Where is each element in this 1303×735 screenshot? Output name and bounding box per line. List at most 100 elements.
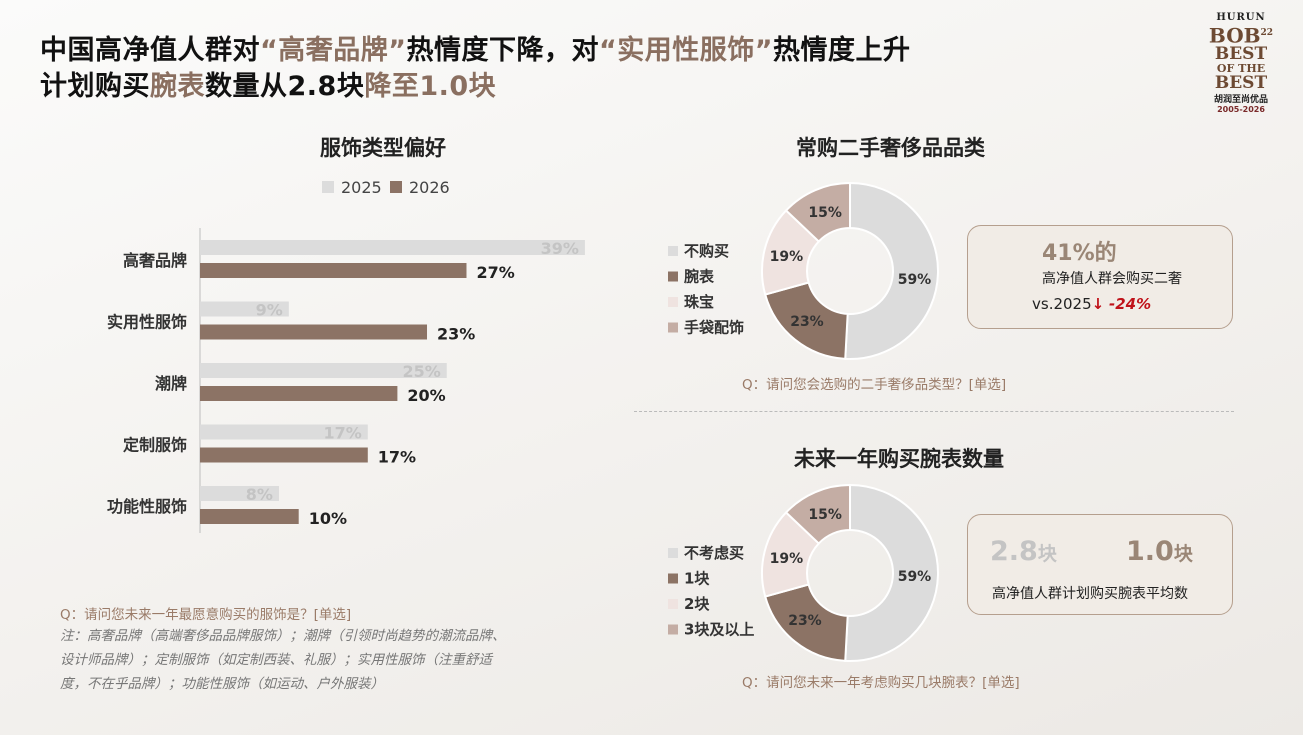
page-title-line-2: 计划购买腕表数量从2.8块降至1.0块: [40, 64, 496, 103]
callout2-to: 1.0块: [1126, 536, 1193, 567]
title-segment: 计划购买: [40, 71, 150, 102]
pie2-question: Q：请问您未来一年考虑购买几块腕表？[单选]: [742, 675, 1020, 691]
pie2-chart-title: 未来一年购买腕表数量: [794, 447, 1004, 471]
pie1-legend-swatch: [668, 297, 678, 307]
pie2-value-label: 23%: [788, 613, 822, 629]
callout2-from-num: 2.8: [990, 536, 1038, 567]
pie2-legend-label: 不考虑买: [684, 544, 744, 562]
logo-cn: 胡润至尚优品: [1213, 94, 1268, 105]
bar-notes: 注：高奢品牌（高端奢侈品品牌服饰）；潮牌（引领时尚趋势的潮流品牌、 设计师品牌）…: [60, 624, 506, 696]
callout2-to-num: 1.0: [1126, 536, 1174, 567]
bar-category-label: 高奢品牌: [123, 251, 187, 270]
pie1-slice: [784, 181, 851, 243]
pie1-value-label: 23%: [790, 314, 824, 330]
logo-of-the: OF THE: [1216, 61, 1266, 75]
title-segment: 热情度下降，对: [406, 35, 599, 66]
title-highlight: “实用性服饰”: [599, 35, 773, 66]
callout1-vs-label: vs.2025: [1032, 295, 1092, 313]
title-highlight: 腕表: [150, 71, 205, 102]
bar-2026: [200, 324, 428, 340]
pie2-value-label: 59%: [898, 569, 932, 585]
pie2-value-label: 15%: [808, 507, 842, 523]
pie1-chart-title: 常购二手奢侈品品类: [796, 136, 985, 160]
bar-value-label-2025: 17%: [323, 424, 361, 443]
bar-category-label: 功能性服饰: [107, 497, 187, 516]
pie2-legend-label: 2块: [684, 595, 710, 613]
bar-note-line: 注：高奢品牌（高端奢侈品品牌服饰）；潮牌（引领时尚趋势的潮流品牌、: [60, 628, 506, 644]
bar-2026: [200, 263, 467, 278]
bar-category-label: 潮牌: [155, 374, 187, 393]
callout2-from-unit: 块: [1037, 543, 1057, 565]
bar-category-label: 定制服饰: [122, 436, 187, 455]
title-highlight: “高奢品牌”: [260, 35, 407, 66]
pie2-legend-label: 1块: [684, 570, 710, 588]
bar-2026: [200, 386, 398, 401]
bar-value-label-2026: 23%: [437, 325, 475, 344]
pie2-legend-label: 3块及以上: [684, 621, 754, 639]
section-divider: [634, 411, 1234, 412]
pie1-legend-label: 腕表: [684, 268, 715, 286]
bar-2025: [200, 301, 289, 317]
logo-best-1: BEST: [1214, 43, 1268, 64]
pie1-legend-swatch: [668, 246, 678, 256]
bar-2025: [200, 486, 279, 501]
pie1-legend-swatch: [668, 322, 678, 333]
bar-2026: [200, 509, 299, 524]
pie1-slice: [763, 281, 849, 360]
callout-watch-count: [967, 514, 1233, 615]
logo-bob: BOB22: [1196, 23, 1286, 46]
pie2-value-label: 19%: [770, 551, 804, 567]
bar-value-label-2025: 9%: [256, 301, 283, 320]
title-highlight: 降至1.0块: [364, 71, 497, 102]
callout2-from: 2.8块: [990, 536, 1057, 567]
hurun-bob-logo: HURUN BOB22 BEST OF THE BEST 胡润至尚优品 2005…: [1196, 12, 1286, 130]
bar-value-label-2026: 10%: [309, 509, 347, 528]
legend-label-2026: 2026: [409, 178, 450, 197]
legend-swatch-2026: [390, 181, 402, 193]
logo-best-2: BEST: [1214, 72, 1268, 93]
pie1-legend-label: 珠宝: [684, 293, 714, 311]
logo-bob-text: BOB: [1208, 23, 1261, 48]
pie1-value-label: 15%: [808, 205, 842, 221]
bar-value-label-2025: 8%: [246, 485, 273, 504]
legend-label-2025: 2025: [341, 178, 382, 197]
bar-2025: [200, 363, 447, 378]
bar-category-label: 实用性服饰: [107, 313, 187, 332]
bar-2025: [200, 424, 368, 440]
bar-2025: [200, 240, 585, 255]
down-arrow-icon: ↓: [1091, 295, 1105, 313]
logo-years: 2005-2026: [1217, 104, 1265, 114]
title-segment: 热情度上升: [773, 35, 911, 66]
pie2-slice: [844, 483, 939, 662]
bar-value-label-2026: 27%: [476, 263, 514, 282]
pie1-legend-label: 不购买: [684, 242, 729, 260]
pie2-legend-swatch: [668, 573, 678, 584]
bar-question: Q：请问您未来一年最愿意购买的服饰是？[单选]: [60, 607, 352, 623]
page-title-line-1: 中国高净值人群对“高奢品牌”热情度下降，对“实用性服饰”热情度上升: [40, 28, 911, 67]
pie2-legend-swatch: [668, 624, 678, 635]
pie1-value-label: 59%: [898, 272, 932, 288]
callout1-text: 高净值人群会购买二奢: [1042, 271, 1182, 287]
logo-bob-sup: 22: [1260, 28, 1274, 38]
bar-value-label-2025: 39%: [541, 239, 579, 258]
callout2-text: 高净值人群计划购买腕表平均数: [992, 586, 1188, 602]
bar-chart-title: 服饰类型偏好: [320, 136, 446, 160]
bar-note-line: 度，不在乎品牌）；功能性服饰（如运动、户外服装）: [60, 676, 384, 692]
callout1-vs: vs.2025↓ -24%: [1032, 295, 1151, 313]
callout1-change: -24%: [1109, 295, 1152, 313]
bar-value-label-2026: 17%: [378, 448, 416, 467]
legend-swatch-2025: [322, 181, 334, 193]
bar-value-label-2026: 20%: [407, 386, 445, 405]
bar-value-label-2025: 25%: [402, 362, 440, 381]
pie2-legend-swatch: [668, 599, 678, 609]
callout1-pct: 41%的: [1042, 241, 1117, 266]
pie1-slice: [844, 181, 939, 360]
pie1-legend-label: 手袋配饰: [684, 319, 744, 337]
title-segment: 数量从2.8块: [205, 71, 365, 102]
bar-note-line: 设计师品牌）；定制服饰（如定制西装、礼服）；实用性服饰（注重舒适: [60, 652, 492, 668]
pie1-value-label: 19%: [770, 249, 804, 265]
pie2-slice: [763, 583, 849, 662]
pie1-question: Q：请问您会选购的二手奢侈品类型？[单选]: [742, 377, 1007, 393]
logo-hurun: HURUN: [1216, 12, 1266, 23]
bar-2026: [200, 447, 368, 463]
